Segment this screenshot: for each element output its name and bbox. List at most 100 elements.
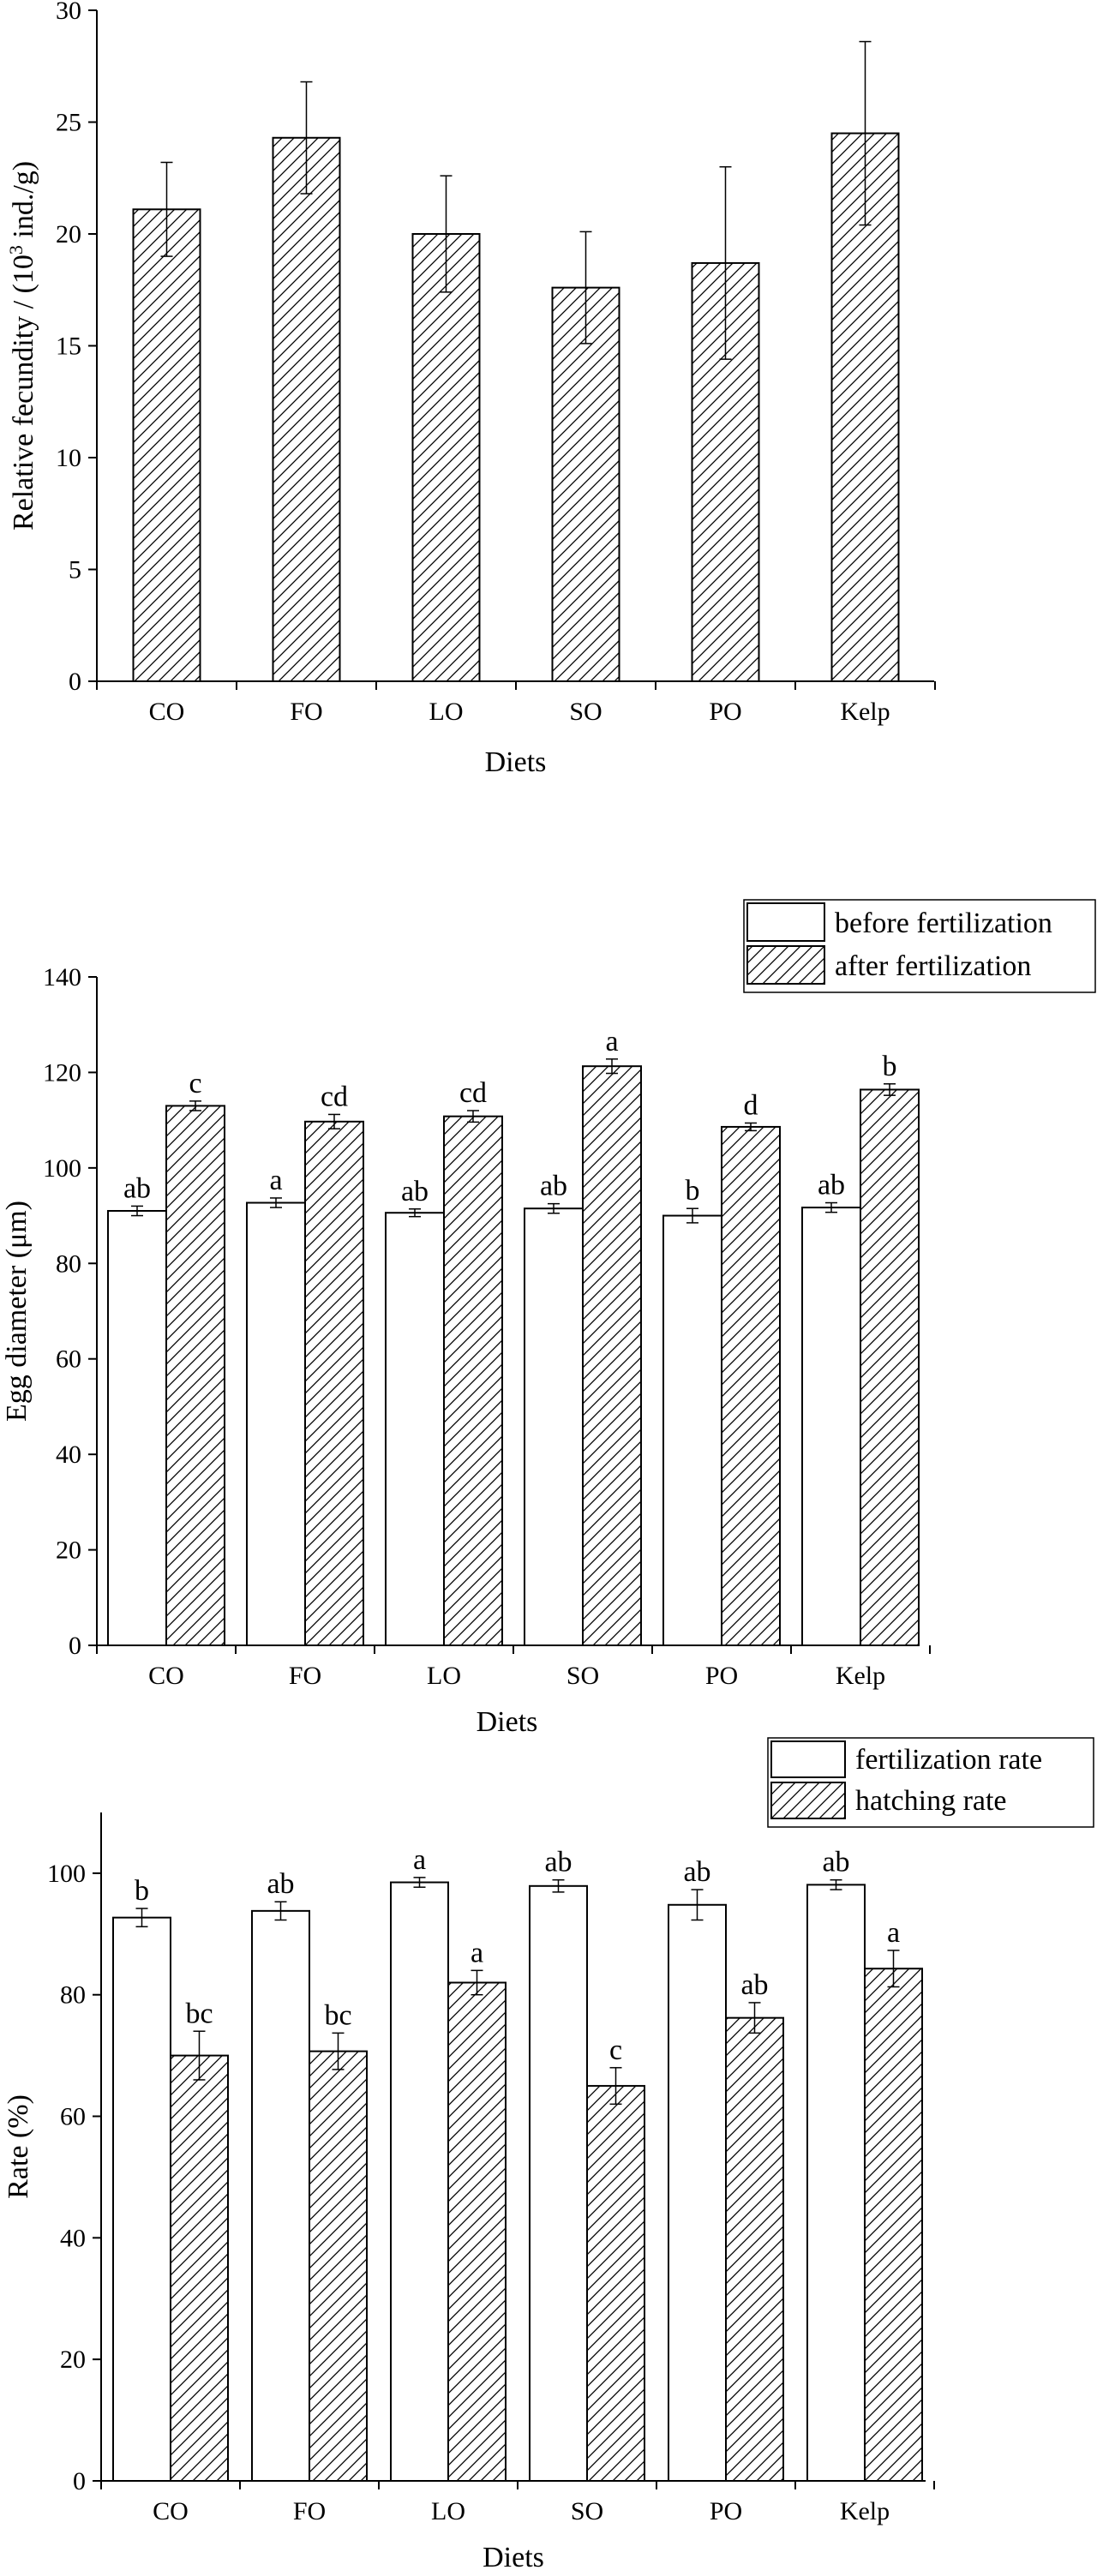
y-tick-label: 100 bbox=[43, 1154, 81, 1183]
legend-swatch bbox=[746, 902, 825, 942]
relative-fecundity-chart: 0 5 10 15 20 25 30 CO FO LO SO PO Kelp Relative fecun… bbox=[5, 0, 936, 778]
significance-label: b bbox=[135, 1875, 149, 1907]
category-label: SO bbox=[571, 2497, 603, 2525]
y-tick-label: 120 bbox=[43, 1058, 81, 1087]
category-label: PO bbox=[710, 2497, 742, 2525]
bar-before-fertilization bbox=[524, 1207, 584, 1646]
category-label: FO bbox=[290, 698, 322, 726]
y-tick-label: 0 bbox=[69, 1632, 81, 1660]
bar-after-fertilization bbox=[304, 1120, 364, 1647]
significance-label: bc bbox=[324, 1999, 351, 2031]
significance-label: cd bbox=[459, 1077, 487, 1109]
significance-label: a bbox=[887, 1917, 900, 1949]
bar-after-fertilization bbox=[165, 1105, 225, 1646]
bar-before-fertilization bbox=[107, 1210, 167, 1646]
category-label: SO bbox=[566, 1662, 599, 1690]
y-tick-label: 0 bbox=[69, 668, 81, 696]
y-tick-label: 20 bbox=[56, 220, 81, 249]
y-tick-label: 25 bbox=[56, 109, 81, 137]
legend: fertilization rate hatching rate bbox=[767, 1737, 1094, 1828]
bar-hatching-rate bbox=[309, 2050, 368, 2482]
category-label: Kelp bbox=[836, 1662, 885, 1690]
significance-label: a bbox=[269, 1165, 282, 1196]
bar-fertilization-rate bbox=[112, 1916, 171, 2482]
bar-fertilization-rate bbox=[668, 1903, 727, 2483]
bar-hatching-rate bbox=[725, 2016, 784, 2482]
y-axis-title: Relative fecundity / (103 ind./g) bbox=[5, 161, 40, 530]
y-tick-label: 30 bbox=[56, 0, 81, 25]
bar-after-fertilization bbox=[860, 1088, 920, 1646]
significance-label: ab bbox=[401, 1176, 429, 1207]
category-label: FO bbox=[289, 1662, 321, 1690]
bar-before-fertilization bbox=[385, 1212, 445, 1646]
y-tick-label: 0 bbox=[73, 2467, 86, 2495]
legend-label: fertilization rate bbox=[855, 1744, 1042, 1776]
bar-fertilization-rate bbox=[806, 1884, 866, 2482]
significance-label: ab bbox=[540, 1171, 567, 1202]
significance-label: ab bbox=[822, 1847, 849, 1878]
category-label: FO bbox=[293, 2497, 326, 2525]
bar-before-fertilization bbox=[246, 1201, 306, 1646]
y-tick-label: 40 bbox=[56, 1441, 81, 1469]
legend-swatch bbox=[770, 1782, 846, 1819]
y-axis-title-part: Relative fecundity / (10 bbox=[8, 255, 39, 530]
legend-label: before fertilization bbox=[835, 908, 1052, 939]
category-label: LO bbox=[429, 698, 464, 726]
category-label: Kelp bbox=[840, 2497, 890, 2525]
rate-chart: 0 20 40 60 80 100 CO b bc FO ab bc LO a a SO ab c PO ab ab Ke… bbox=[3, 1737, 1094, 2573]
bar-fecundity bbox=[132, 208, 201, 683]
y-tick-label: 80 bbox=[56, 1249, 81, 1278]
significance-label: bc bbox=[185, 1998, 213, 2029]
significance-label: b bbox=[883, 1051, 897, 1082]
bar-hatching-rate bbox=[864, 1968, 923, 2482]
y-tick-label: 20 bbox=[60, 2345, 86, 2374]
bar-fecundity bbox=[272, 136, 341, 682]
legend: before fertilization after fertilization bbox=[743, 899, 1096, 993]
bar-fecundity bbox=[411, 233, 481, 682]
bar-fertilization-rate bbox=[529, 1884, 588, 2483]
y-tick-label: 100 bbox=[47, 1860, 86, 1888]
legend-swatch bbox=[770, 1740, 846, 1778]
bar-before-fertilization bbox=[801, 1207, 861, 1646]
significance-label: a bbox=[605, 1026, 618, 1057]
category-label: Kelp bbox=[840, 698, 890, 726]
significance-label: ab bbox=[818, 1170, 845, 1201]
x-axis-title: Diets bbox=[485, 746, 547, 778]
significance-label: ab bbox=[683, 1856, 710, 1888]
category-label: PO bbox=[705, 1662, 738, 1690]
y-tick-label: 60 bbox=[56, 1345, 81, 1374]
y-axis-title-superscript: 3 bbox=[5, 245, 27, 255]
significance-label: ab bbox=[267, 1868, 294, 1900]
y-tick-label: 40 bbox=[60, 2224, 86, 2252]
y-axis-title: Egg diameter (μm) bbox=[1, 1201, 33, 1422]
y-tick-label: 15 bbox=[56, 332, 81, 361]
category-label: PO bbox=[709, 698, 741, 726]
bar-after-fertilization bbox=[443, 1115, 503, 1646]
bar-fertilization-rate bbox=[390, 1881, 449, 2482]
x-axis-title: Diets bbox=[477, 1706, 538, 1738]
y-tick-label: 80 bbox=[60, 1981, 86, 2010]
y-tick-label: 20 bbox=[56, 1537, 81, 1565]
significance-label: a bbox=[413, 1844, 426, 1876]
significance-label: b bbox=[686, 1175, 700, 1207]
bar-after-fertilization bbox=[721, 1125, 781, 1646]
significance-label: c bbox=[609, 2034, 622, 2066]
significance-label: c bbox=[189, 1068, 201, 1099]
y-tick-label: 140 bbox=[43, 963, 81, 991]
x-axis-title: Diets bbox=[483, 2542, 544, 2573]
bar-hatching-rate bbox=[586, 2085, 645, 2482]
y-tick-label: 5 bbox=[69, 556, 81, 584]
category-label: CO bbox=[153, 2497, 189, 2525]
y-tick-label: 60 bbox=[60, 2103, 86, 2131]
legend-label: after fertilization bbox=[835, 950, 1031, 982]
category-label: CO bbox=[149, 698, 185, 726]
legend-swatch bbox=[746, 945, 825, 985]
y-axis-title-part: ind./g) bbox=[8, 161, 39, 245]
bar-after-fertilization bbox=[582, 1065, 642, 1646]
bar-fertilization-rate bbox=[251, 1909, 310, 2482]
bar-fecundity bbox=[551, 286, 620, 682]
bar-hatching-rate bbox=[170, 2054, 229, 2482]
significance-label: a bbox=[471, 1937, 483, 1968]
significance-label: cd bbox=[321, 1081, 348, 1112]
category-label: CO bbox=[148, 1662, 184, 1690]
